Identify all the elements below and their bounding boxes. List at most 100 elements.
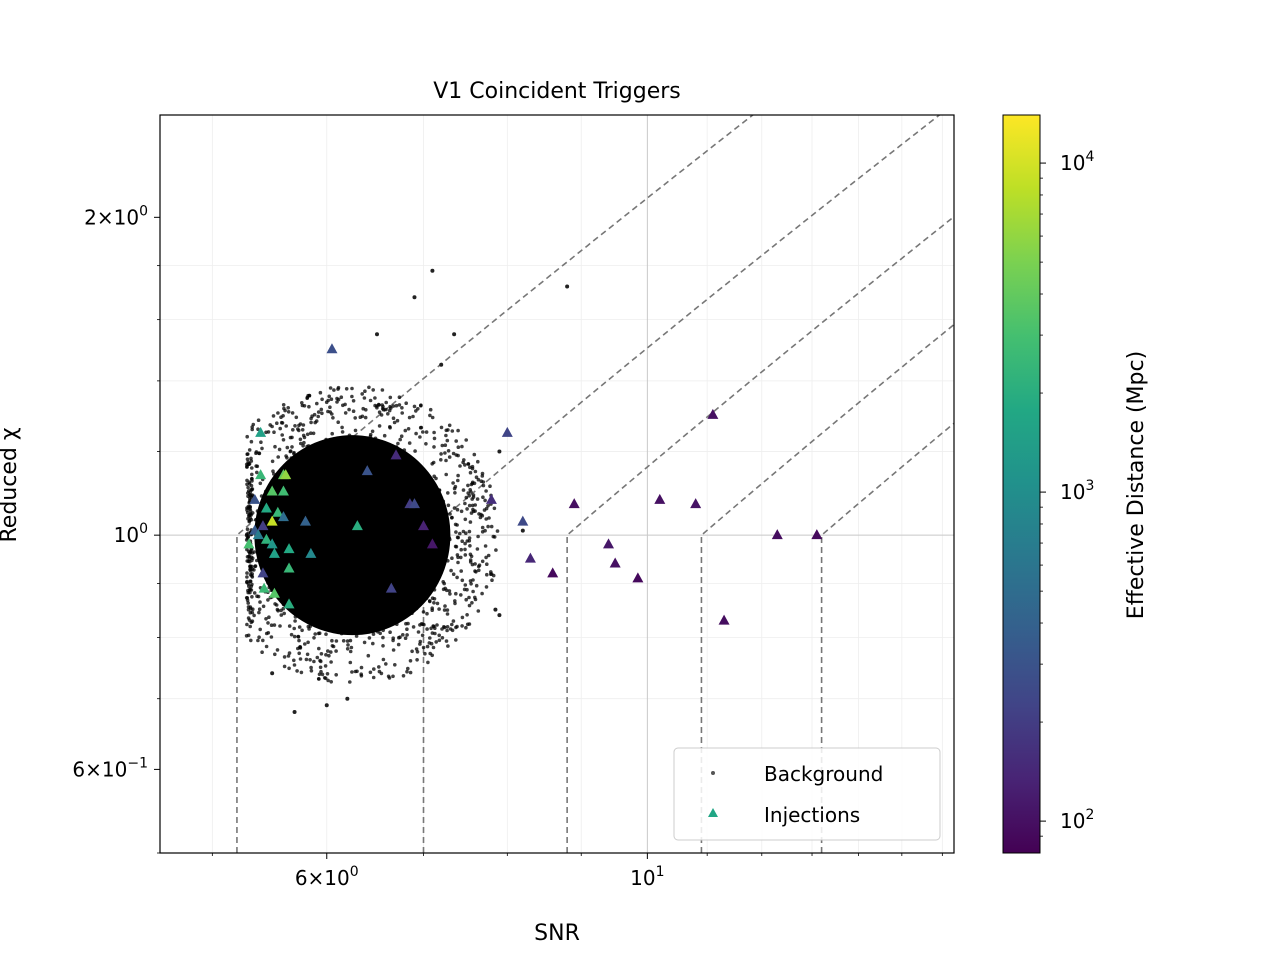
background-point [347,433,352,438]
background-point [364,561,369,565]
background-point [362,521,367,526]
background-point [329,580,333,584]
background-point [397,403,402,407]
background-point [486,504,490,508]
background-point [364,408,368,412]
background-point [448,537,452,542]
background-point [313,632,318,636]
background-point [411,625,416,629]
background-point [373,602,378,607]
background-point [441,499,446,504]
background-point [252,591,257,595]
background-point [463,583,468,587]
background-point [328,405,332,410]
background-point [454,591,458,596]
background-point [402,454,407,458]
background-point [318,665,323,670]
background-point [400,406,404,410]
background-point [266,530,270,535]
injection-point [385,582,397,593]
background-point [250,582,254,587]
background-point [302,440,306,445]
background-point [301,423,306,427]
background-point [350,569,355,574]
background-point [386,674,391,679]
background-point [357,452,362,456]
background-point [312,607,317,611]
background-point [312,636,316,640]
background-point [453,491,457,495]
background-point [280,529,285,534]
background-point [291,428,295,432]
background-point [375,617,379,622]
background-point [497,613,502,618]
background-point [378,579,383,584]
background-point [443,604,447,608]
background-point [394,445,399,449]
background-point [353,428,358,433]
background-point [363,415,368,420]
background-point [268,423,273,427]
background-point [419,594,424,598]
background-point [412,540,417,544]
background-point [397,520,401,525]
injection-point [266,515,278,526]
background-point [448,592,452,596]
background-point [470,503,475,508]
background-point [281,602,286,607]
background-point [437,488,442,493]
background-point [291,460,296,464]
background-point [257,451,262,456]
background-point [314,498,319,503]
background-point [480,559,485,564]
background-point [462,458,466,462]
background-point [252,568,256,572]
background-point [446,503,451,508]
background-point [459,509,464,514]
background-point [351,504,355,508]
background-point [458,464,462,468]
background-point [320,672,325,677]
background-point [354,589,359,594]
background-point [328,484,333,488]
legend-background-label: Background [764,762,883,786]
background-point [373,396,377,400]
background-point [279,522,284,526]
x-axis-ticks: 6×100 101 [211,853,943,890]
background-point [424,518,428,523]
background-point [379,584,384,589]
background-point [339,612,343,616]
background-point [303,452,308,456]
background-point [414,484,419,489]
background-point [485,572,489,577]
background-point [337,539,342,543]
background-point [405,627,409,631]
injection-point [517,515,529,526]
background-point [401,674,406,678]
background-point [400,520,405,524]
background-point [298,437,303,442]
background-point [456,428,460,433]
background-point [314,601,318,605]
background-point [448,512,452,516]
background-point [330,638,334,643]
background-point [361,530,365,534]
injection-point [654,493,666,504]
background-point [267,615,271,619]
injection-point [266,538,278,549]
background-point [397,471,402,475]
background-point [357,497,362,502]
background-point [484,506,489,511]
background-point [269,588,274,592]
legend-box [673,747,941,841]
background-point [468,579,473,583]
background-point [287,666,291,671]
background-point [245,457,250,462]
background-point [391,404,396,408]
background-point [428,413,432,418]
background-point [278,538,283,543]
background-point [354,634,359,638]
background-point [304,586,308,591]
background-point [306,640,310,645]
background-point [414,518,419,522]
